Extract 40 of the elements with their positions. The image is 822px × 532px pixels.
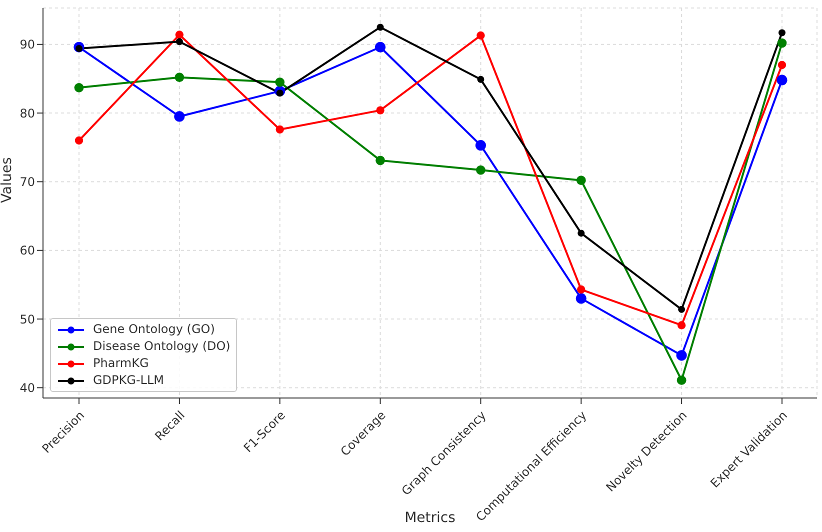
- point: [476, 165, 486, 175]
- y-tick-label: 90: [20, 38, 35, 52]
- y-tick-label: 80: [20, 106, 35, 120]
- point: [475, 140, 486, 151]
- point: [578, 230, 585, 237]
- point: [778, 60, 786, 70]
- y-axis-title: Values: [0, 157, 15, 203]
- point: [174, 111, 185, 122]
- point: [174, 72, 184, 82]
- point: [776, 74, 788, 86]
- point: [74, 136, 84, 145]
- y-tick-label: 60: [20, 244, 35, 258]
- point: [376, 24, 384, 31]
- point: [477, 76, 484, 83]
- y-tick-label: 50: [20, 312, 35, 326]
- point: [374, 42, 386, 52]
- point: [276, 125, 284, 134]
- point: [576, 176, 586, 186]
- point: [476, 31, 485, 40]
- point: [376, 106, 384, 114]
- point: [74, 82, 84, 92]
- point: [678, 306, 686, 313]
- point: [275, 77, 285, 87]
- legend-label: Disease Ontology (DO): [93, 338, 230, 355]
- point: [577, 285, 586, 294]
- point: [778, 29, 786, 36]
- point: [676, 375, 686, 385]
- point: [777, 38, 787, 48]
- point: [677, 321, 686, 330]
- point: [376, 156, 385, 166]
- legend-label: PharmKG: [93, 355, 149, 372]
- point: [176, 38, 183, 46]
- legend-label: GDPKG-LLM: [93, 372, 164, 389]
- point: [175, 30, 184, 39]
- y-tick-label: 70: [20, 174, 35, 189]
- legend-label: Gene Ontology (GO): [93, 321, 215, 338]
- x-axis-title: Metrics: [404, 510, 456, 526]
- point: [576, 293, 586, 304]
- y-tick-label: 40: [20, 380, 35, 395]
- point: [676, 350, 687, 361]
